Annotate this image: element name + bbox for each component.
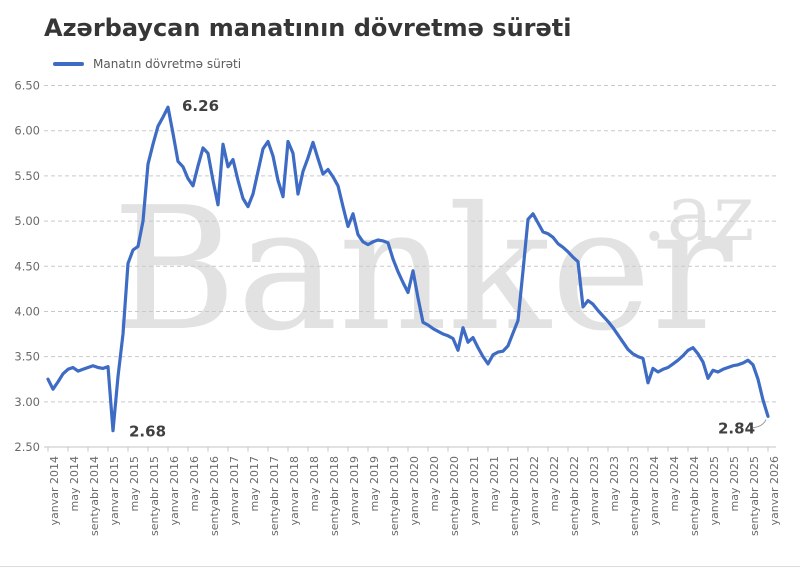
x-axis-tick-label: yanvar 2026 — [768, 456, 781, 526]
x-axis-tick-label: sentyabr 2025 — [748, 456, 761, 536]
x-axis-tick-label: sentyabr 2022 — [568, 456, 581, 536]
x-axis-tick-label: may 2023 — [608, 456, 621, 511]
x-axis-tick-label: sentyabr 2023 — [628, 456, 641, 536]
y-axis-tick-label: 6.50 — [14, 79, 40, 93]
y-axis-tick-label: 4.00 — [14, 304, 40, 318]
x-axis-tick-label: sentyabr 2024 — [688, 456, 701, 536]
x-axis-tick-label: may 2017 — [248, 456, 261, 511]
y-axis-tick-label: 3.50 — [14, 350, 40, 364]
annotation-2-84: 2.84 — [718, 419, 755, 437]
x-axis-tick-label: sentyabr 2018 — [328, 456, 341, 536]
watermark-suffix: .az — [642, 169, 754, 259]
x-axis-tick-label: yanvar 2021 — [468, 456, 481, 526]
annotation-2-68: 2.68 — [129, 423, 166, 441]
series-line — [46, 105, 770, 433]
legend-label: Manatın dövretmə sürəti — [93, 57, 242, 71]
annotation-6-26: 6.26 — [182, 97, 219, 115]
x-axis-tick-label: may 2014 — [68, 456, 81, 511]
x-axis-tick-label: yanvar 2025 — [708, 456, 721, 526]
x-axis-tick-label: may 2025 — [728, 456, 741, 511]
x-axis-tick-label: may 2024 — [668, 456, 681, 511]
x-axis-tick-label: sentyabr 2021 — [508, 456, 521, 536]
x-axis-tick-label: may 2022 — [548, 456, 561, 511]
chart-title: Azərbaycan manatının dövretmə sürəti — [44, 14, 572, 42]
x-axis-tick-label: may 2015 — [128, 456, 141, 511]
x-axis-tick-label: yanvar 2016 — [168, 456, 181, 526]
x-axis-tick-label: yanvar 2019 — [348, 456, 361, 526]
y-axis-tick-label: 3.00 — [14, 395, 40, 409]
x-axis-tick-label: yanvar 2017 — [228, 456, 241, 526]
legend-line-marker — [53, 62, 84, 66]
x-axis-tick-label: sentyabr 2017 — [268, 456, 281, 536]
y-axis-tick-label: 2.50 — [14, 440, 40, 454]
x-axis-tick-label: sentyabr 2020 — [448, 456, 461, 536]
x-axis-tick-label: may 2019 — [368, 456, 381, 511]
x-axis-tick-label: may 2016 — [188, 456, 201, 511]
x-axis-tick-label: sentyabr 2016 — [208, 456, 221, 536]
annotation-callout-line — [750, 419, 767, 429]
x-axis-tick-label: yanvar 2014 — [48, 456, 61, 526]
y-axis-tick-label: 5.50 — [14, 169, 40, 183]
x-axis-tick-label: yanvar 2018 — [288, 456, 301, 526]
legend: Manatın dövretmə sürəti — [53, 57, 242, 71]
y-axis-tick-label: 4.50 — [14, 259, 40, 273]
y-axis-tick-label: 5.00 — [14, 214, 40, 228]
x-axis-tick-label: yanvar 2015 — [108, 456, 121, 526]
x-axis-tick-label: sentyabr 2015 — [148, 456, 161, 536]
x-axis-tick-label: sentyabr 2014 — [88, 456, 101, 536]
x-axis-tick-label: may 2021 — [488, 456, 501, 511]
x-axis-tick-label: may 2020 — [428, 456, 441, 511]
x-axis-tick-label: yanvar 2024 — [648, 456, 661, 526]
y-axis-tick-label: 6.00 — [14, 124, 40, 138]
x-axis-tick-label: yanvar 2022 — [528, 456, 541, 526]
x-axis-tick-label: yanvar 2023 — [588, 456, 601, 526]
x-axis-tick-label: may 2018 — [308, 456, 321, 511]
x-axis-tick-label: sentyabr 2019 — [388, 456, 401, 536]
x-axis-tick-label: yanvar 2020 — [408, 456, 421, 526]
watermark-text: Banker — [112, 171, 733, 369]
